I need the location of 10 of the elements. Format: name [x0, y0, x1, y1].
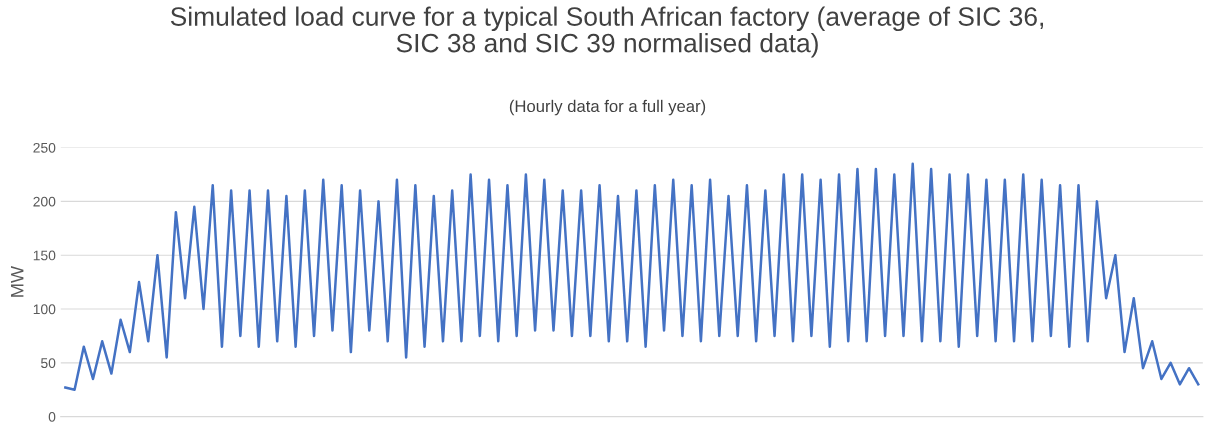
y-tick-label: 200 — [33, 196, 56, 207]
y-tick-label: 0 — [48, 411, 56, 422]
y-tick-label: 250 — [33, 142, 56, 153]
line-series — [64, 162, 1200, 391]
y-tick-label: 50 — [41, 358, 56, 368]
y-tick-label: 150 — [33, 250, 56, 261]
y-tick-label: 100 — [33, 304, 56, 315]
y-axis-title: MW — [10, 266, 24, 297]
chart-subtitle: (Hourly data for a full year) — [509, 99, 706, 116]
chart-title: Simulated load curve for a typical South African factory (average of SIC 36, SIC 38 and SIC 39 normalised data) — [170, 6, 1043, 58]
